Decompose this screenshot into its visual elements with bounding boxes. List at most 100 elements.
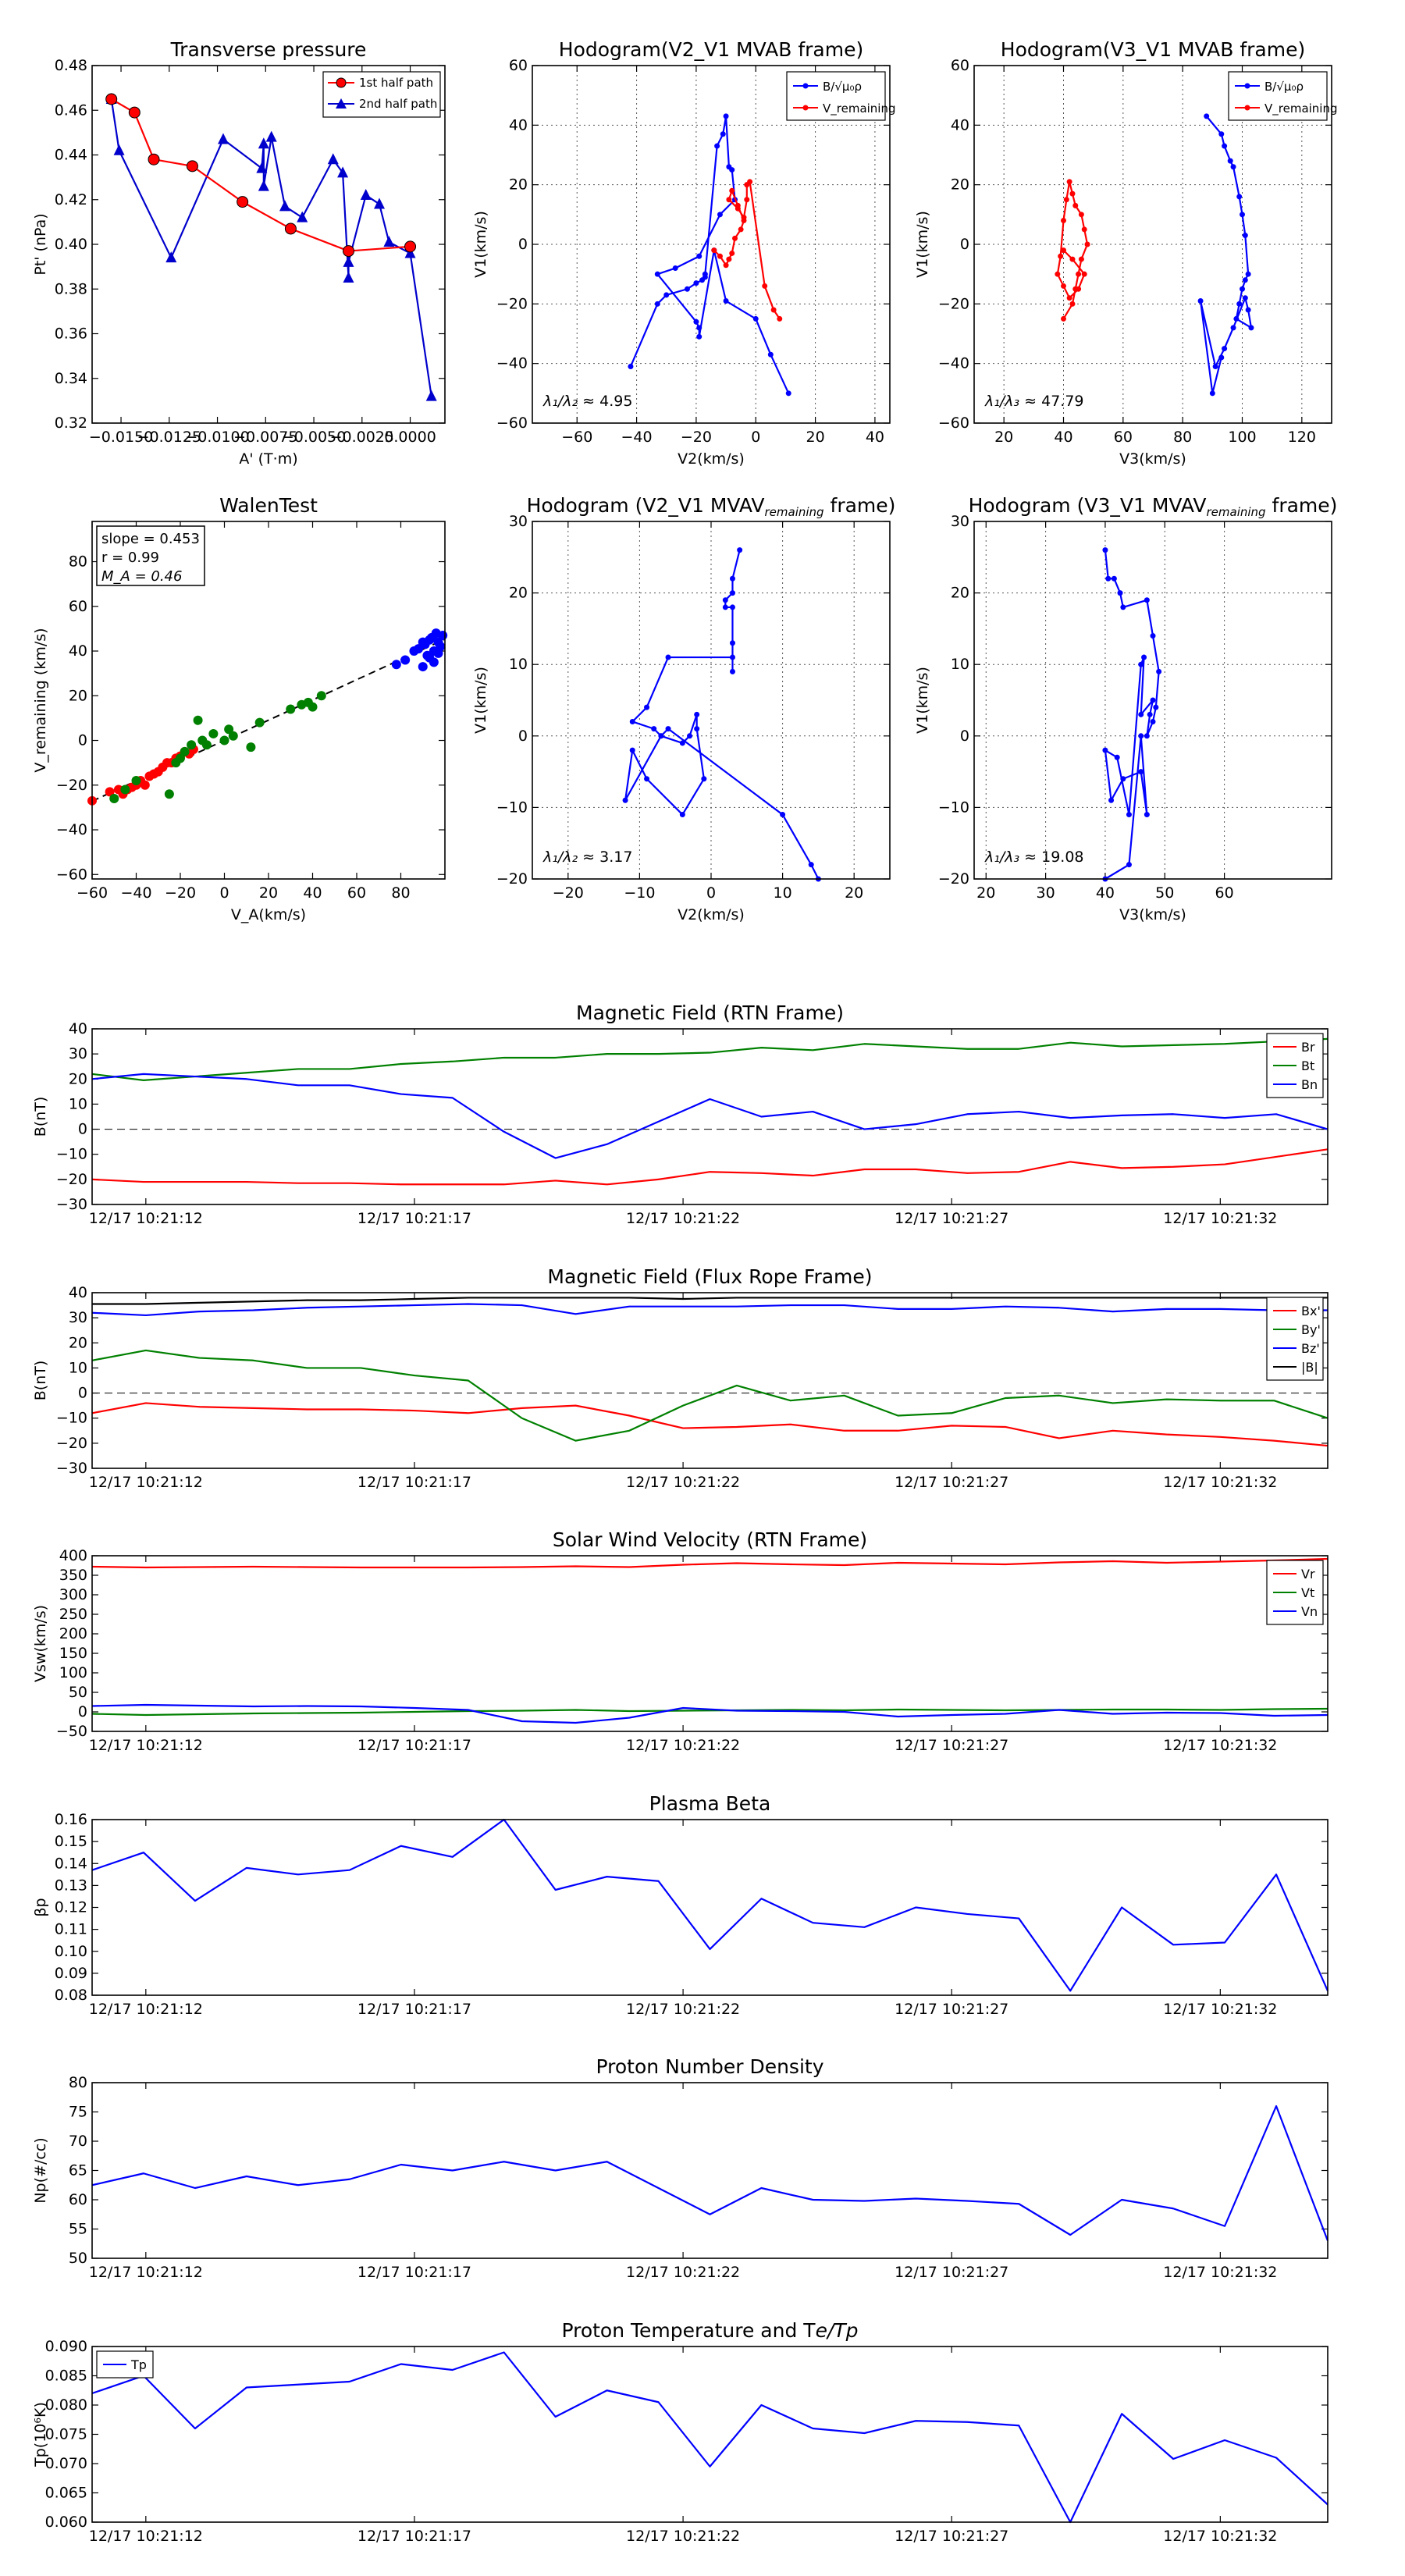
axes-frame bbox=[91, 65, 446, 424]
x-tick-label: −0.0150 bbox=[89, 429, 153, 446]
y-tick-label: 0.36 bbox=[55, 326, 87, 343]
chart-transverse-pressure: −0.0150−0.0125−0.0100−0.0075−0.0050−0.00… bbox=[32, 38, 446, 468]
y-tick-label: 0.32 bbox=[55, 415, 87, 432]
x-tick-label: −20 bbox=[553, 884, 584, 902]
point-walen-green bbox=[254, 717, 265, 728]
chart-title-text: Proton Number Density bbox=[596, 2055, 824, 2078]
x-tick-label: 40 bbox=[1054, 429, 1072, 446]
y-tick-label: 70 bbox=[69, 2133, 87, 2150]
point-hodogram-v3v1-mvab-0 bbox=[1236, 194, 1243, 200]
point-hodogram-v2v1-mvav-0 bbox=[729, 654, 735, 660]
point-hodogram-v3v1-mvav-0 bbox=[1138, 711, 1144, 717]
y-tick-label: 30 bbox=[509, 513, 528, 530]
point-hodogram-v2v1-mvab-0 bbox=[696, 325, 702, 331]
point-hodogram-v2v1-mvab-1 bbox=[738, 226, 744, 233]
point-hodogram-v3v1-mvav-0 bbox=[1138, 769, 1144, 775]
point-hodogram-v3v1-mvav-0 bbox=[1150, 697, 1156, 703]
walen-stat-slope: slope = 0.453 bbox=[101, 531, 200, 547]
x-axis-label: A' (T·m) bbox=[239, 450, 297, 468]
point-hodogram-v2v1-mvab-1 bbox=[770, 307, 777, 313]
axes-frame bbox=[91, 1292, 1329, 1469]
chart-title: Solar Wind Velocity (RTN Frame) bbox=[553, 1528, 867, 1551]
point-hodogram-v3v1-mvab-1 bbox=[1061, 315, 1066, 322]
legend-label-1: 2nd half path bbox=[359, 97, 437, 111]
point-hodogram-v3v1-mvab-0 bbox=[1240, 286, 1245, 292]
legend-box bbox=[786, 71, 886, 121]
chart-title-text: Solar Wind Velocity (RTN Frame) bbox=[553, 1528, 867, 1551]
x-tick-label: 80 bbox=[391, 884, 410, 902]
point-hodogram-v3v1-mvab-0 bbox=[1222, 346, 1228, 352]
point-walen-green bbox=[246, 742, 256, 753]
y-tick-label: 0.090 bbox=[45, 2338, 87, 2355]
x-tick-label: 0 bbox=[706, 884, 716, 902]
y-axis-label: V1(km/s) bbox=[472, 211, 489, 278]
chart-title-text: Proton Temperature and T bbox=[561, 2319, 816, 2342]
y-tick-label: 100 bbox=[59, 1664, 87, 1681]
point-hodogram-v2v1-mvav-0 bbox=[679, 740, 685, 746]
point-hodogram-v3v1-mvab-0 bbox=[1230, 164, 1236, 170]
point-hodogram-v3v1-mvab-1 bbox=[1061, 283, 1066, 289]
y-tick-label: 250 bbox=[59, 1606, 87, 1623]
chart-title-tail: e/Tp bbox=[816, 2319, 859, 2342]
y-tick-label: 0.060 bbox=[45, 2514, 87, 2531]
point-hodogram-v2v1-mvab-1 bbox=[747, 179, 753, 185]
chart-walen-test: −60 −40 −20 0 20 40 60 80 −60 −40 −20 0 20 40 60 80 Wale… bbox=[32, 494, 448, 923]
chart-title: Hodogram (V2_V1 MVAVremaining frame) bbox=[527, 494, 896, 519]
x-axis-label: V2(km/s) bbox=[678, 450, 745, 468]
x-tick-label: 100 bbox=[1228, 429, 1256, 446]
y-tick-label: 40 bbox=[69, 642, 87, 660]
point-2nd-half-path bbox=[337, 166, 349, 178]
point-2nd-half-path bbox=[279, 200, 290, 212]
series-hodogram-v2v1-mvav-0 bbox=[624, 550, 820, 880]
x-tick-label: 20 bbox=[994, 429, 1013, 446]
point-walen-blue bbox=[400, 655, 411, 665]
x-tick-label: 12/17 10:21:12 bbox=[89, 1474, 203, 1491]
eigenvalue-ratio-value: 47.79 bbox=[1041, 393, 1083, 410]
point-hodogram-v3v1-mvab-1 bbox=[1066, 179, 1072, 185]
y-tick-label: 10 bbox=[69, 1095, 87, 1112]
y-tick-label: 30 bbox=[69, 1309, 87, 1326]
point-hodogram-v3v1-mvav-0 bbox=[1144, 733, 1150, 739]
point-hodogram-v2v1-mvab-0 bbox=[717, 212, 723, 218]
y-tick-label: 60 bbox=[951, 57, 969, 74]
x-tick-label: 10 bbox=[774, 884, 792, 902]
point-hodogram-v2v1-mvab-1 bbox=[729, 187, 735, 194]
point-hodogram-v3v1-mvab-1 bbox=[1072, 202, 1079, 208]
legend-marker-0 bbox=[802, 83, 809, 89]
axes-frame bbox=[532, 65, 891, 424]
point-hodogram-v3v1-mvav-0 bbox=[1126, 862, 1132, 868]
point-hodogram-v2v1-mvab-1 bbox=[726, 197, 732, 203]
walen-stats-box bbox=[96, 525, 205, 586]
x-tick-label: 12/17 10:21:12 bbox=[89, 1737, 203, 1754]
legend-label-1: V_remaining bbox=[823, 101, 896, 116]
chart-title-text: Plasma Beta bbox=[649, 1792, 771, 1815]
chart-title: Hodogram(V3_V1 MVAB frame) bbox=[1001, 38, 1305, 61]
y-tick-label: 60 bbox=[509, 57, 528, 74]
chart-title: WalenTest bbox=[219, 494, 318, 517]
y-tick-label: 50 bbox=[69, 2250, 87, 2267]
point-walen-blue bbox=[418, 662, 428, 672]
x-tick-label: 30 bbox=[1037, 884, 1055, 902]
point-hodogram-v2v1-mvab-1 bbox=[726, 256, 732, 262]
y-tick-label: 40 bbox=[509, 116, 528, 133]
walen-stat-r: r = 0.99 bbox=[101, 550, 159, 566]
x-tick-label: 40 bbox=[303, 884, 322, 902]
y-tick-label: 0 bbox=[960, 236, 969, 253]
point-hodogram-v2v1-mvab-1 bbox=[744, 197, 750, 203]
point-2nd-half-path bbox=[113, 144, 125, 155]
y-tick-label: 350 bbox=[59, 1567, 87, 1584]
point-hodogram-v2v1-mvav-0 bbox=[780, 812, 786, 818]
point-walen-red bbox=[105, 787, 115, 797]
point-hodogram-v2v1-mvav-0 bbox=[694, 711, 700, 717]
point-hodogram-v3v1-mvav-0 bbox=[1105, 575, 1112, 582]
x-axis-label: V3(km/s) bbox=[1119, 906, 1186, 923]
legend-marker-0 bbox=[336, 77, 347, 88]
y-tick-label: −30 bbox=[56, 1196, 87, 1213]
x-tick-label: 12/17 10:21:22 bbox=[626, 1474, 740, 1491]
y-tick-label: 0.16 bbox=[55, 1811, 87, 1828]
point-hodogram-v2v1-mvab-1 bbox=[735, 205, 741, 212]
y-tick-label: 0.40 bbox=[55, 236, 87, 253]
eigenvalue-ratio-prefix: λ₁/λ₂ ≈ bbox=[542, 849, 599, 866]
point-hodogram-v2v1-mvab-0 bbox=[693, 318, 699, 325]
point-hodogram-v3v1-mvav-0 bbox=[1126, 812, 1132, 818]
